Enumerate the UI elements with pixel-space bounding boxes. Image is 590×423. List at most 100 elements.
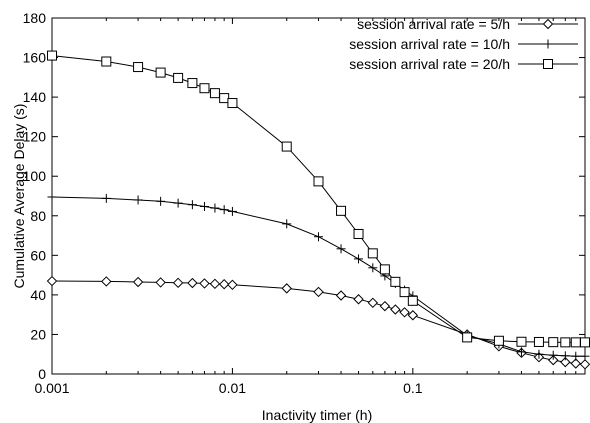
diamond-marker	[227, 279, 238, 291]
y-tick-label: 120	[23, 129, 47, 145]
plus-marker	[580, 351, 590, 361]
diamond-marker	[335, 290, 347, 301]
plus-marker	[173, 198, 183, 208]
diamond-marker	[199, 278, 210, 289]
diamond-marker	[132, 276, 144, 288]
plus-marker	[543, 39, 553, 49]
square-marker	[336, 205, 347, 216]
diamond-marker	[560, 356, 571, 368]
plus-marker	[314, 232, 323, 242]
square-marker	[548, 337, 559, 348]
square-marker	[101, 56, 112, 67]
series-line	[51, 196, 585, 357]
series-layer	[46, 50, 590, 370]
diamond-marker	[218, 279, 230, 290]
diamond-marker	[46, 275, 58, 287]
y-axis-title: Cumulative Average Delay (s)	[11, 104, 27, 289]
square-marker	[560, 337, 571, 348]
square-marker	[580, 337, 590, 348]
legend-label: session arrival rate = 10/h	[349, 36, 510, 52]
y-tick-label: 160	[23, 50, 47, 66]
plus-marker	[227, 206, 237, 216]
square-marker	[353, 228, 364, 239]
legend: session arrival rate = 5/h session arriva…	[349, 16, 578, 72]
square-marker	[187, 78, 198, 89]
plus-marker	[101, 193, 111, 203]
square-marker	[462, 332, 473, 343]
diamond-marker	[367, 297, 379, 309]
plus-marker	[47, 192, 57, 202]
plus-marker	[534, 349, 544, 359]
y-tick-label: 140	[23, 89, 47, 105]
square-marker	[367, 248, 378, 259]
plus-marker	[210, 203, 220, 213]
y-tick-label: 0	[38, 366, 46, 382]
y-tick-label: 60	[30, 247, 46, 263]
square-marker	[379, 264, 390, 275]
square-marker	[313, 176, 324, 187]
y-tick-label: 100	[23, 168, 47, 184]
plus-marker	[516, 347, 526, 357]
plus-marker	[571, 351, 581, 361]
diamond-marker	[407, 310, 419, 321]
plus-marker	[187, 200, 197, 210]
square-marker	[199, 83, 210, 94]
square-marker	[390, 276, 401, 287]
diamond-marker	[399, 307, 410, 318]
y-tick-label: 40	[30, 287, 46, 303]
diamond-marker	[542, 18, 554, 30]
plus-marker	[336, 244, 346, 254]
square-marker	[47, 50, 57, 61]
square-marker	[133, 62, 144, 73]
diamond-marker	[379, 300, 391, 312]
square-marker	[399, 287, 410, 298]
square-marker	[281, 141, 292, 152]
x-tick-label: 0.001	[34, 380, 69, 396]
y-axis: 0 20 40 60 80 100 120 140 160 180	[23, 10, 585, 382]
x-axis-title: Inactivity timer (h)	[262, 407, 372, 423]
plus-marker	[282, 219, 292, 229]
square-marker	[570, 337, 581, 348]
diamond-marker	[281, 283, 292, 294]
y-tick-label: 180	[23, 10, 47, 26]
square-marker	[543, 59, 553, 69]
diamond-marker	[187, 277, 198, 289]
plus-marker	[354, 254, 364, 264]
series-plus	[47, 192, 590, 361]
plus-marker	[133, 195, 143, 205]
diamond-marker	[353, 294, 364, 305]
plus-marker	[368, 263, 378, 273]
plus-marker	[560, 351, 570, 361]
square-marker	[155, 67, 166, 78]
square-marker	[173, 72, 184, 83]
diamond-marker	[101, 276, 112, 287]
diamond-marker	[313, 286, 324, 298]
plus-marker	[219, 205, 229, 215]
plus-marker	[156, 196, 166, 206]
plus-marker	[548, 350, 558, 360]
y-tick-label: 80	[30, 208, 46, 224]
diamond-marker	[579, 359, 590, 370]
square-marker	[533, 336, 544, 347]
series-square	[47, 50, 590, 348]
x-tick-label: 0.1	[403, 380, 423, 396]
diamond-marker	[390, 304, 401, 315]
square-marker	[209, 88, 220, 99]
legend-label: session arrival rate = 5/h	[357, 16, 510, 32]
y-tick-label: 20	[30, 326, 46, 342]
diamond-marker	[548, 354, 559, 366]
x-axis: 0.001 0.01 0.1	[34, 18, 586, 396]
legend-label: session arrival rate = 20/h	[349, 56, 510, 72]
series-line	[51, 55, 585, 343]
diamond-marker	[570, 358, 581, 369]
diamond-marker	[172, 277, 184, 289]
square-marker	[493, 335, 504, 346]
series-diamond	[46, 275, 590, 370]
diamond-marker	[209, 278, 221, 290]
square-marker	[516, 336, 527, 347]
x-tick-label: 0.01	[219, 380, 246, 396]
plus-marker	[199, 201, 209, 211]
diamond-marker	[155, 277, 166, 288]
square-marker	[407, 295, 418, 306]
